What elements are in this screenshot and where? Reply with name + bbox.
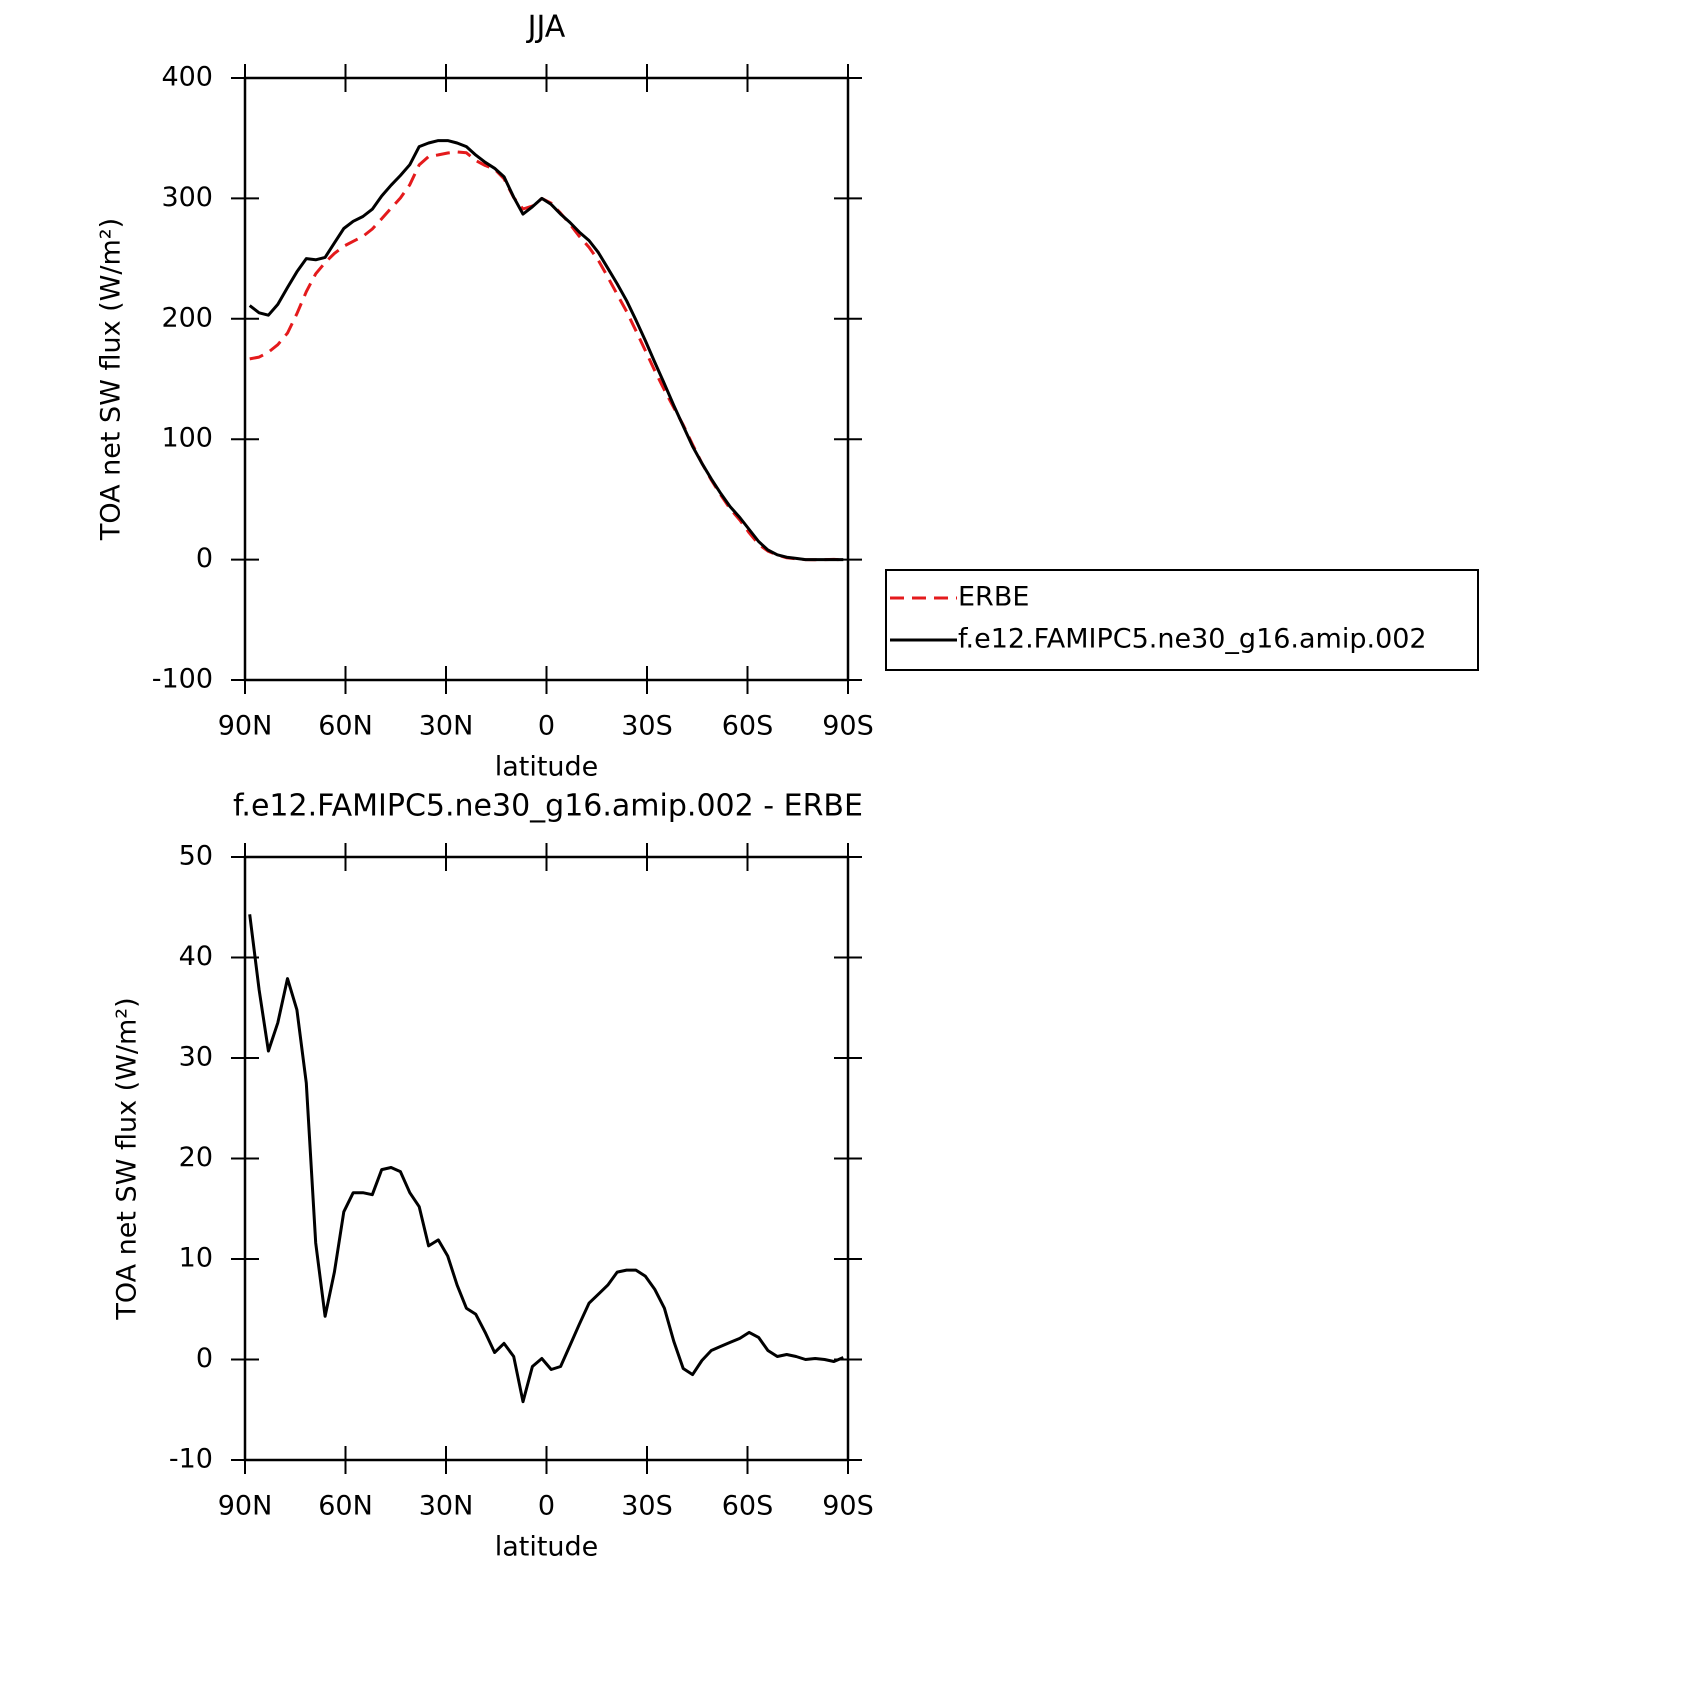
y-axis-label: TOA net SW flux (W/m²) [112, 997, 143, 1320]
legend-label: f.e12.FAMIPC5.ne30_g16.amip.002 [958, 624, 1427, 655]
x-tick-label: 90N [218, 1491, 273, 1522]
y-tick-label: -100 [152, 664, 213, 695]
x-tick-label: 0 [538, 711, 555, 742]
x-tick-label: 90N [218, 711, 273, 742]
x-tick-label: 90S [822, 711, 874, 742]
chart-title: JJA [526, 10, 566, 45]
plot-frame [243, 855, 850, 1462]
x-tick-label: 90S [822, 1491, 874, 1522]
y-tick-label: 20 [179, 1142, 213, 1173]
y-tick-label: 300 [161, 182, 213, 213]
x-tick-label: 30S [621, 1491, 673, 1522]
y-tick-label: 30 [179, 1042, 213, 1073]
y-tick-label: 200 [161, 302, 213, 333]
x-axis-label: latitude [495, 752, 599, 783]
series-line [248, 914, 844, 1404]
x-tick-label: 60N [318, 1491, 373, 1522]
legend-box [885, 569, 1479, 671]
y-axis-label: TOA net SW flux (W/m²) [96, 218, 127, 541]
legend-label: ERBE [958, 582, 1029, 613]
x-tick-label: 60S [722, 1491, 774, 1522]
y-tick-label: 0 [196, 543, 213, 574]
series-line [249, 150, 844, 562]
y-tick-label: -10 [169, 1444, 213, 1475]
y-tick-label: 10 [179, 1243, 213, 1274]
y-tick-label: 0 [196, 1343, 213, 1374]
chart-title: f.e12.FAMIPC5.ne30_g16.amip.002 - ERBE [233, 789, 863, 824]
x-tick-label: 0 [538, 1491, 555, 1522]
y-tick-label: 400 [161, 62, 213, 93]
x-axis-label: latitude [495, 1532, 599, 1563]
y-tick-label: 50 [179, 841, 213, 872]
x-tick-label: 30N [419, 711, 474, 742]
x-tick-label: 30N [419, 1491, 474, 1522]
y-tick-label: 40 [179, 941, 213, 972]
x-tick-label: 60N [318, 711, 373, 742]
plot-frame [243, 76, 850, 682]
series-line [248, 139, 844, 562]
x-tick-label: 30S [621, 711, 673, 742]
y-tick-label: 100 [161, 423, 213, 454]
x-tick-label: 60S [722, 711, 774, 742]
